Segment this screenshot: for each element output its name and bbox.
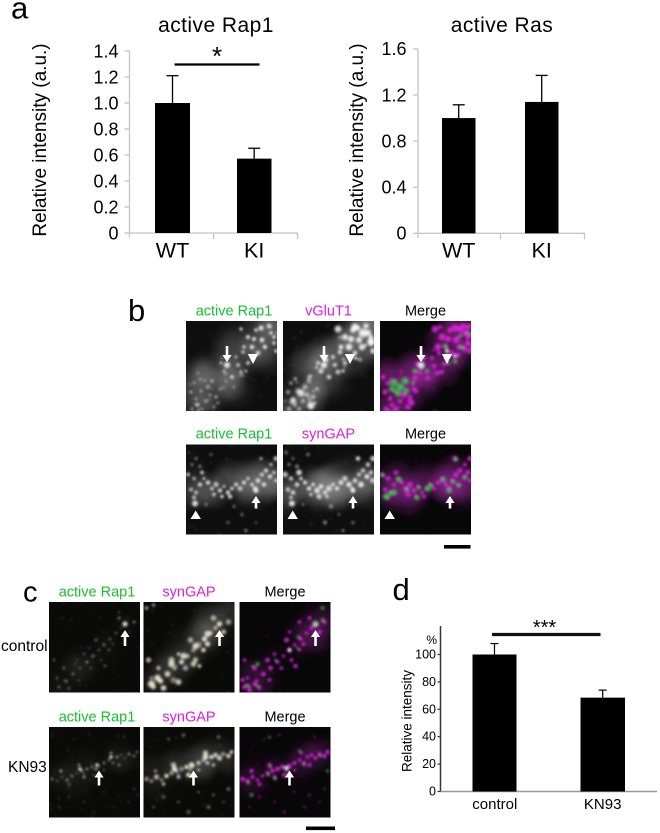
svg-text:Merge: Merge	[405, 303, 446, 319]
svg-text:1.6: 1.6	[381, 39, 406, 59]
svg-text:synGAP: synGAP	[162, 709, 215, 725]
svg-text:***: ***	[533, 617, 557, 639]
svg-text:Merge: Merge	[405, 426, 446, 442]
svg-text:1.0: 1.0	[93, 93, 118, 113]
svg-text:40: 40	[422, 730, 436, 744]
svg-text:0.6: 0.6	[93, 145, 118, 165]
svg-text:Merge: Merge	[264, 584, 305, 600]
svg-text:1.2: 1.2	[93, 67, 118, 87]
svg-text:WT: WT	[156, 239, 189, 263]
svg-text:WT: WT	[442, 239, 475, 263]
svg-text:KI: KI	[532, 239, 552, 263]
svg-text:100: 100	[415, 648, 436, 662]
svg-text:Relative intensity (a.u.): Relative intensity (a.u.)	[30, 43, 51, 236]
svg-text:Relative intensity (a.u.): Relative intensity (a.u.)	[347, 43, 368, 236]
svg-text:0.8: 0.8	[93, 119, 118, 139]
svg-text:Relative intensity: Relative intensity	[400, 670, 415, 772]
svg-text:*: *	[212, 41, 222, 71]
svg-text:synGAP: synGAP	[162, 584, 215, 600]
svg-text:20: 20	[422, 757, 436, 771]
svg-text:0.4: 0.4	[93, 171, 118, 191]
svg-text:b: b	[128, 293, 145, 328]
svg-text:Merge: Merge	[264, 709, 305, 725]
svg-text:active Rap1: active Rap1	[196, 303, 273, 319]
svg-text:synGAP: synGAP	[302, 426, 355, 442]
svg-text:KN93: KN93	[584, 796, 622, 813]
svg-text:KN93: KN93	[8, 759, 47, 776]
svg-text:active Rap1: active Rap1	[59, 709, 136, 725]
svg-text:c: c	[23, 577, 38, 609]
svg-text:active Ras: active Ras	[451, 14, 554, 37]
svg-text:0.2: 0.2	[93, 197, 118, 217]
svg-text:1.2: 1.2	[381, 85, 406, 105]
svg-text:0: 0	[429, 785, 436, 799]
svg-text:%: %	[426, 633, 437, 647]
svg-text:a: a	[11, 0, 29, 26]
svg-text:KI: KI	[244, 239, 264, 263]
svg-text:60: 60	[422, 702, 436, 716]
svg-text:80: 80	[422, 675, 436, 689]
svg-text:control: control	[472, 796, 517, 813]
svg-text:0.4: 0.4	[381, 178, 406, 198]
svg-text:0: 0	[396, 224, 406, 244]
svg-text:d: d	[393, 572, 410, 607]
svg-text:control: control	[1, 638, 48, 655]
svg-text:vGluT1: vGluT1	[305, 303, 352, 319]
svg-text:0.8: 0.8	[381, 131, 406, 151]
svg-text:1.4: 1.4	[93, 41, 118, 61]
svg-text:active Rap1: active Rap1	[196, 426, 273, 442]
svg-text:0: 0	[108, 223, 118, 243]
svg-text:active Rap1: active Rap1	[59, 584, 136, 600]
svg-text:active Rap1: active Rap1	[158, 14, 274, 37]
